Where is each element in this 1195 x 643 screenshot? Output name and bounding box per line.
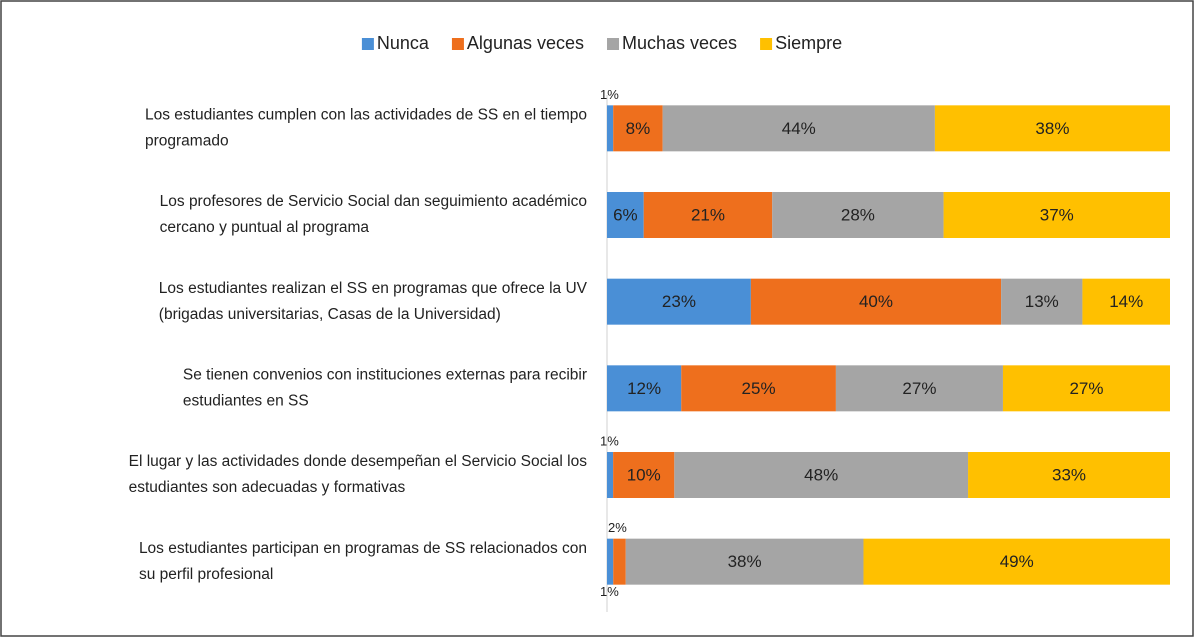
category-label: estudiantes en SS: [183, 392, 309, 409]
legend-label: Siempre: [775, 33, 842, 53]
data-label: 12%: [627, 379, 661, 398]
bar-segment: [968, 452, 1170, 498]
bar-segment: [772, 192, 944, 238]
legend-label: Muchas veces: [622, 33, 737, 53]
legend-swatch: [760, 38, 773, 50]
data-label: 38%: [728, 552, 762, 571]
bar-segment: [643, 192, 773, 238]
data-label: 28%: [841, 205, 875, 224]
legend-swatch: [451, 38, 464, 50]
bar-segment: [607, 278, 751, 325]
data-label: 2%: [608, 520, 627, 535]
data-label: 8%: [626, 119, 651, 138]
data-label: 13%: [1025, 292, 1059, 311]
bar-segment: [1082, 278, 1170, 325]
bar-segment: [625, 538, 864, 585]
data-label: 27%: [902, 379, 936, 398]
category-label: cercano y puntual al programa: [160, 219, 370, 236]
data-label: 27%: [1069, 379, 1103, 398]
data-label: 14%: [1109, 292, 1143, 311]
data-label: 23%: [662, 292, 696, 311]
category-label: estudiantes son adecuadas y formativas: [129, 479, 406, 496]
data-label: 38%: [1035, 119, 1069, 138]
category-label: programado: [145, 132, 229, 149]
data-label: 1%: [600, 584, 619, 599]
bar-segment: [613, 452, 675, 498]
data-label: 49%: [1000, 552, 1034, 571]
data-label: 10%: [627, 465, 661, 484]
category-label: Los estudiantes participan en programas …: [139, 540, 587, 557]
legend-swatch: [607, 38, 620, 50]
bar-segment: [607, 538, 614, 585]
bar-segment: [607, 365, 682, 412]
bar-segment: [835, 365, 1003, 412]
data-label: 33%: [1052, 465, 1086, 484]
bar-segment: [613, 538, 626, 585]
data-label: 40%: [859, 292, 893, 311]
bar-segment: [613, 105, 663, 152]
legend-label: Nunca: [377, 33, 430, 53]
bar-segment: [863, 538, 1170, 585]
category-label: su perfil profesional: [139, 566, 273, 583]
data-label: 48%: [804, 465, 838, 484]
category-label: Se tienen convenios con instituciones ex…: [183, 366, 587, 383]
bar-segment: [681, 365, 836, 412]
bar-segment: [674, 452, 969, 498]
bar-segment: [943, 192, 1170, 238]
bar-segment: [662, 105, 935, 152]
category-label: Los profesores de Servicio Social dan se…: [160, 193, 587, 210]
data-label: 1%: [600, 87, 619, 102]
data-label: 6%: [613, 205, 638, 224]
legend-label: Algunas veces: [467, 33, 584, 53]
data-label: 1%: [600, 433, 619, 448]
bar-segment: [1002, 365, 1170, 412]
bar-segment: [607, 105, 614, 152]
bar-segment: [1001, 278, 1083, 325]
category-label: Los estudiantes cumplen con las activida…: [145, 106, 587, 123]
bar-segment: [607, 192, 644, 238]
data-label: 21%: [691, 205, 725, 224]
bar-segment: [934, 105, 1170, 152]
data-label: 25%: [742, 379, 776, 398]
category-label: Los estudiantes realizan el SS en progra…: [159, 280, 588, 297]
legend-swatch: [361, 38, 374, 50]
data-label: 44%: [782, 119, 816, 138]
bar-segment: [607, 452, 614, 498]
bar-segment: [750, 278, 1002, 325]
category-label: (brigadas universitarias, Casas de la Un…: [159, 306, 501, 323]
data-label: 37%: [1040, 205, 1074, 224]
category-label: El lugar y las actividades donde desempe…: [129, 453, 588, 470]
